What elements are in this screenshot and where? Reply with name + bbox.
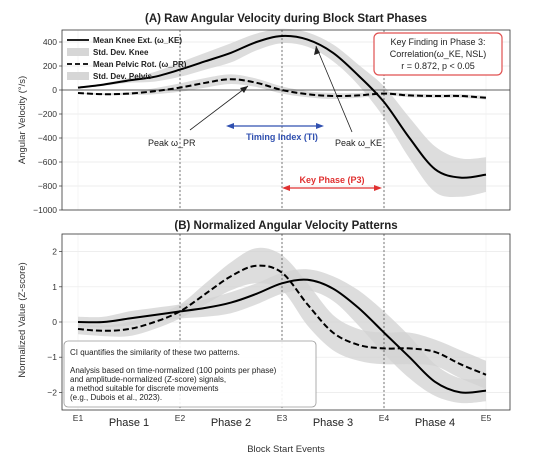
y-tick-label: −400 xyxy=(38,133,57,143)
key-finding-box: Key Finding in Phase 3: Correlation(ω_KE… xyxy=(373,32,503,76)
method-note-box: CI quantifies the similarity of these tw… xyxy=(63,340,317,408)
legend-pelvis-std-label: Std. Dev. Pelvis xyxy=(93,72,153,81)
phase-label: Phase 1 xyxy=(109,417,149,429)
y-tick-label: −200 xyxy=(38,109,57,119)
legend-pelvis-std-swatch xyxy=(67,72,89,80)
y-tick-label: 2 xyxy=(52,247,57,257)
timing-index-arrowhead-left xyxy=(226,123,234,129)
key-phase-label: Key Phase (P3) xyxy=(299,175,364,185)
phase-label: Phase 2 xyxy=(211,417,251,429)
y-tick-label: −2 xyxy=(47,387,57,397)
y-tick-label: 0 xyxy=(52,85,57,95)
panel-a-y-ticks: 400 200 0 −200 −400 −600 −800 −1000 xyxy=(33,37,62,215)
panel-b-xlabel: Block Start Events xyxy=(247,444,325,455)
event-label: E2 xyxy=(175,413,186,423)
panel-b-series xyxy=(77,264,487,394)
panel-a-series xyxy=(77,34,487,179)
event-labels: E1 E2 E3 E4 E5 xyxy=(73,413,492,423)
panel-a-title: (A) Raw Angular Velocity during Block St… xyxy=(145,13,427,25)
phase-labels: Phase 1 Phase 2 Phase 3 Phase 4 xyxy=(109,417,455,429)
legend-knee-label: Mean Knee Ext. (ω_KE) xyxy=(93,36,182,45)
panel-b-event-lines xyxy=(179,234,385,410)
panel-b: (B) Normalized Angular Velocity Patterns… xyxy=(17,220,511,455)
key-finding-stats: r = 0.872, p < 0.05 xyxy=(401,61,475,71)
peak-ke-label: Peak ω_KE xyxy=(335,138,382,148)
event-label: E1 xyxy=(73,413,84,423)
y-tick-label: 200 xyxy=(43,61,57,71)
timing-index-label: Timing Index (TI) xyxy=(246,132,318,142)
event-label: E4 xyxy=(379,413,390,423)
legend-knee-std-swatch xyxy=(67,48,89,56)
key-finding-border xyxy=(373,32,503,76)
method-note-line-6: (e.g., Dubois et al., 2023). xyxy=(70,393,162,402)
peak-pr-arrow xyxy=(189,85,249,131)
peak-pr-arrowhead xyxy=(240,86,248,93)
std-band-pelvis xyxy=(78,247,486,389)
method-note-line-3: Analysis based on time-normalized (100 p… xyxy=(70,366,277,375)
peak-annotations: Peak ω_PR Peak ω_KE xyxy=(148,45,382,148)
panel-b-frame xyxy=(61,233,511,411)
legend-knee-std-label: Std. Dev. Knee xyxy=(93,48,149,57)
panel-b-ylabel: Normalized Value (Z-score) xyxy=(17,262,28,377)
event-label: E3 xyxy=(277,413,288,423)
key-finding-correlation: Correlation(ω_KE, NSL) xyxy=(390,49,487,59)
key-phase-arrowhead-left xyxy=(282,185,290,191)
panel-b-std-bands xyxy=(78,247,486,404)
key-phase: Key Phase (P3) xyxy=(282,175,382,191)
panel-a-ylabel: Angular Velocity (°/s) xyxy=(17,76,28,164)
series-line-knee xyxy=(77,34,487,179)
panel-a: (A) Raw Angular Velocity during Block St… xyxy=(17,13,511,215)
y-tick-label: −600 xyxy=(38,157,57,167)
y-tick-label: 1 xyxy=(52,282,57,292)
panel-a-frame xyxy=(61,29,511,211)
y-tick-label: −1000 xyxy=(33,205,57,215)
peak-ke-arrowhead xyxy=(314,46,320,55)
peak-pr-label: Peak ω_PR xyxy=(148,138,196,148)
event-label: E5 xyxy=(481,413,492,423)
peak-ke-arrow xyxy=(315,45,353,133)
key-finding-title: Key Finding in Phase 3: xyxy=(390,37,485,47)
phase-label: Phase 3 xyxy=(313,417,353,429)
timing-index-arrowhead-right xyxy=(316,123,324,129)
method-note-line-4: and amplitude-normalized (Z-score) signa… xyxy=(70,375,226,384)
y-tick-label: 400 xyxy=(43,37,57,47)
y-tick-label: 0 xyxy=(52,317,57,327)
key-phase-arrowhead-right xyxy=(374,185,382,191)
method-note-border xyxy=(63,340,317,408)
legend-pelvis-label: Mean Pelvic Rot. (ω_PR) xyxy=(93,60,187,69)
phase-label: Phase 4 xyxy=(415,417,455,429)
series-line-knee xyxy=(77,278,487,394)
method-note-line-1: CI quantifies the similarity of these tw… xyxy=(70,348,240,357)
series-line-pelvis xyxy=(77,264,487,376)
panel-b-title: (B) Normalized Angular Velocity Patterns xyxy=(174,220,397,232)
timing-index: Timing Index (TI) xyxy=(226,123,324,142)
legend: Mean Knee Ext. (ω_KE) Std. Dev. Knee Mea… xyxy=(67,36,187,81)
method-note-line-5: a method suitable for discrete movements xyxy=(70,384,219,393)
y-tick-label: −800 xyxy=(38,181,57,191)
panel-b-y-ticks: 2 1 0 −1 −2 xyxy=(47,247,62,397)
y-tick-label: −1 xyxy=(47,352,57,362)
